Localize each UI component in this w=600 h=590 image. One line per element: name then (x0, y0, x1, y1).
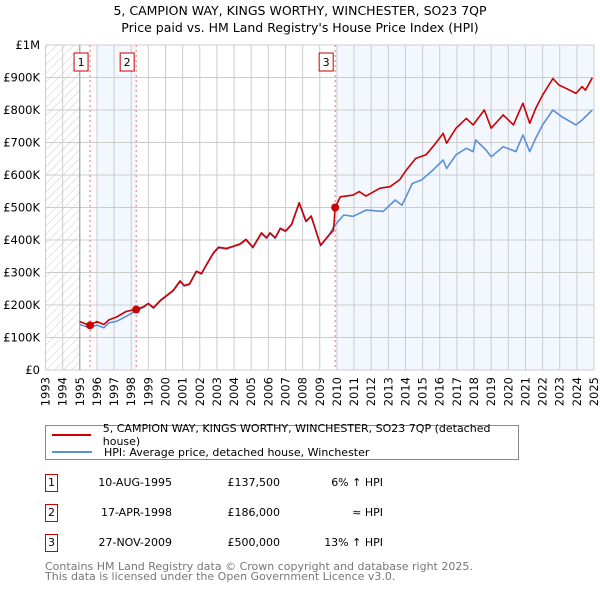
x-tick-label: 2014 (398, 377, 412, 406)
x-tick-label: 2011 (347, 377, 361, 406)
sale-row: 3 27-NOV-2009 £500,000 13% ↑ HPI (45, 534, 445, 554)
x-tick-label: 2004 (227, 377, 241, 406)
x-tick-label: 2001 (176, 377, 190, 406)
sale-badge-label: 1 (78, 56, 85, 69)
sale-row: 2 17-APR-1998 £186,000 ≈ HPI (45, 504, 445, 524)
x-tick-label: 1995 (73, 377, 87, 406)
price-chart: 5, CAMPION WAY, KINGS WORTHY, WINCHESTER… (3, 3, 600, 406)
x-tick-label: 2012 (364, 377, 378, 406)
x-tick-label: 2022 (536, 377, 550, 406)
sale-hpi-diff: 6% ↑ HPI (331, 476, 383, 489)
x-tick-label: 1994 (56, 377, 70, 406)
legend-entry-property: 5, CAMPION WAY, KINGS WORTHY, WINCHESTER… (46, 422, 518, 448)
sale-point (132, 305, 141, 314)
y-tick-label: £600K (3, 168, 40, 182)
x-tick-label: 2003 (210, 377, 224, 406)
sale-point (331, 203, 340, 212)
sale-badge-label: 2 (124, 56, 131, 69)
sale-point (86, 321, 95, 330)
sale-badge-label: 3 (323, 56, 330, 69)
x-tick-label: 2002 (193, 377, 207, 406)
x-tick-label: 2000 (158, 377, 172, 406)
sale-hpi-diff: ≈ HPI (352, 506, 383, 519)
y-tick-label: £500K (3, 201, 40, 215)
y-tick-label: £800K (3, 103, 40, 117)
x-tick-label: 2008 (296, 377, 310, 406)
y-tick-label: £200K (3, 298, 40, 312)
x-tick-label: 1999 (141, 377, 155, 406)
chart-title: 5, CAMPION WAY, KINGS WORTHY, WINCHESTER… (113, 3, 487, 18)
x-tick-label: 1996 (90, 377, 104, 406)
legend-label: HPI: Average price, detached house, Winc… (104, 445, 370, 459)
sale-badge-box (73, 52, 89, 72)
legend-swatch-red (52, 434, 91, 436)
property-series-line (79, 77, 593, 327)
legend-swatch-blue (52, 451, 92, 453)
x-tick-label: 2006 (261, 377, 275, 406)
x-tick-label: 2020 (501, 377, 515, 406)
sale-row: 1 10-AUG-1995 £137,500 6% ↑ HPI (45, 474, 445, 494)
sale-badge: 1 (45, 474, 58, 492)
x-tick-label: 2015 (416, 377, 430, 406)
legend: 5, CAMPION WAY, KINGS WORTHY, WINCHESTER… (45, 422, 519, 460)
sale-hpi-diff: 13% ↑ HPI (324, 536, 383, 549)
x-tick-label: 2024 (570, 377, 584, 406)
y-tick-label: £900K (3, 71, 40, 85)
x-tick-label: 2005 (244, 377, 258, 406)
x-tick-label: 2013 (381, 377, 395, 406)
x-tick-label: 2018 (467, 377, 481, 406)
chart-subtitle: Price paid vs. HM Land Registry's House … (121, 20, 478, 35)
x-tick-label: 2009 (313, 377, 327, 406)
x-tick-label: 1993 (39, 377, 53, 406)
sale-date: 17-APR-1998 (100, 506, 172, 519)
x-tick-label: 2021 (518, 377, 532, 406)
x-tick-label: 2023 (553, 377, 567, 406)
x-tick-label: 2019 (484, 377, 498, 406)
y-tick-label: £100K (3, 331, 40, 345)
sale-badge: 2 (45, 504, 58, 522)
sale-badge-box (119, 52, 135, 72)
sale-date: 27-NOV-2009 (98, 536, 172, 549)
x-tick-label: 2007 (278, 377, 292, 406)
sale-price: £186,000 (227, 506, 281, 519)
y-tick-label: £700K (3, 136, 40, 150)
sale-price: £137,500 (227, 476, 281, 489)
sale-price: £500,000 (227, 536, 281, 549)
y-tick-label: £0 (25, 363, 40, 377)
x-tick-label: 2025 (587, 377, 600, 406)
x-tick-label: 1997 (107, 377, 121, 406)
legend-label: 5, CAMPION WAY, KINGS WORTHY, WINCHESTER… (102, 422, 491, 448)
y-tick-label: £400K (3, 233, 40, 247)
legend-entry-hpi: HPI: Average price, detached house, Winc… (46, 444, 369, 460)
x-tick-label: 1998 (124, 377, 138, 406)
footer-licence: This data is licensed under the Open Gov… (45, 570, 396, 583)
footer-copyright: Contains HM Land Registry data © Crown c… (45, 560, 473, 573)
x-tick-label: 2010 (330, 377, 344, 406)
y-tick-label: £1M (15, 38, 40, 52)
x-tick-label: 2016 (433, 377, 447, 406)
x-tick-label: 2017 (450, 377, 464, 406)
sale-badge: 3 (45, 534, 58, 552)
sale-badge-box (318, 52, 334, 72)
sale-date: 10-AUG-1995 (98, 476, 172, 489)
y-tick-label: £300K (3, 266, 40, 280)
